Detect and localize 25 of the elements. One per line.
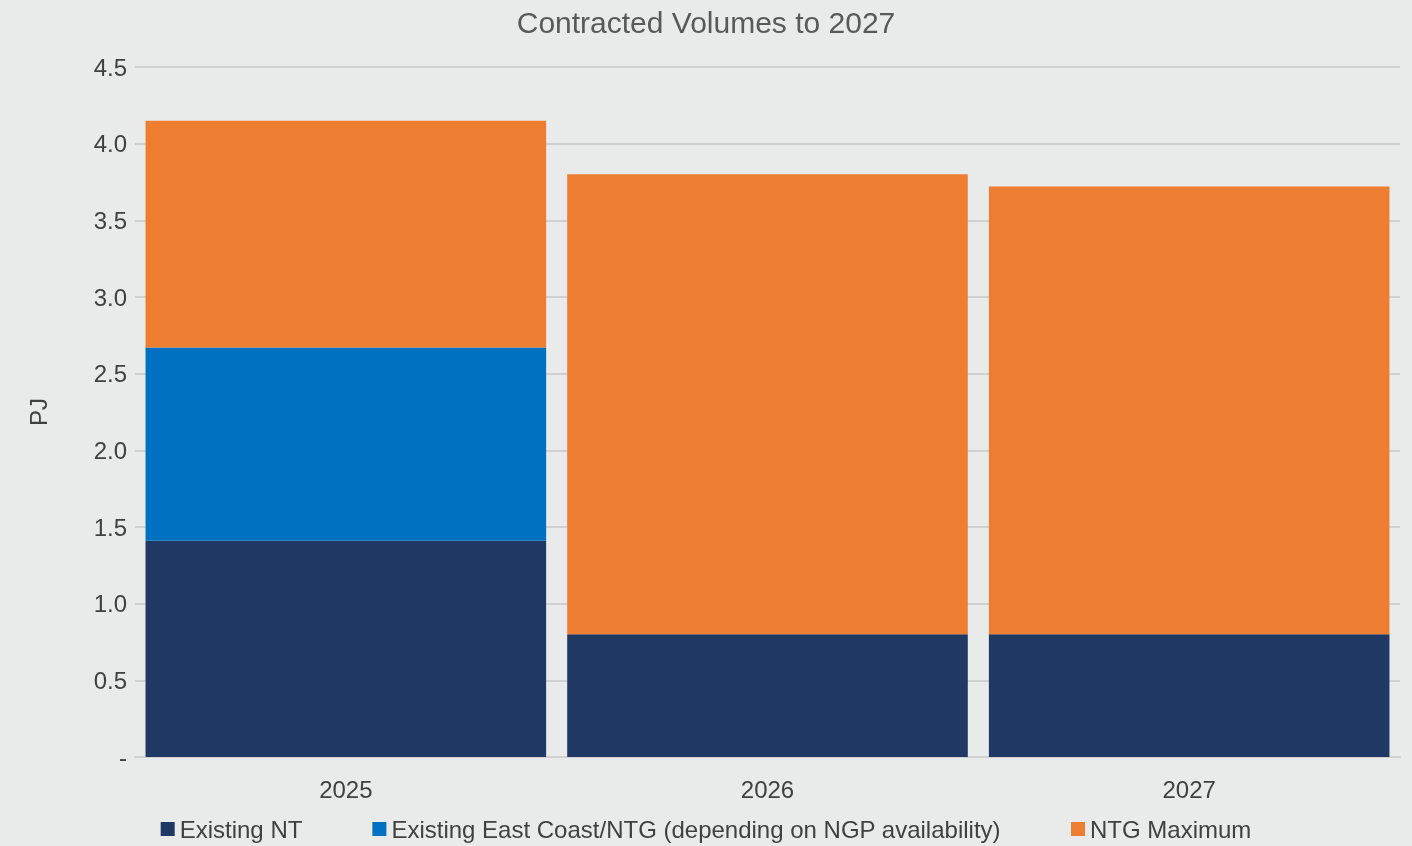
bar <box>145 120 547 348</box>
y-tick-label: 2.0 <box>93 436 127 464</box>
bar <box>567 174 968 635</box>
y-axis-title: PJ <box>24 397 52 427</box>
y-tick-label: 3.5 <box>93 206 127 234</box>
legend-label: Existing East Coast/NTG (depending on NGP availability) <box>391 815 1001 843</box>
legend-label: NTG Maximum <box>1089 815 1252 843</box>
y-tick-label: 4.5 <box>93 53 127 81</box>
y-tick-label: 0.5 <box>93 666 127 694</box>
x-tick-label: 2025 <box>319 775 373 803</box>
legend-label: Existing NT <box>179 815 303 843</box>
bar <box>988 634 1390 757</box>
y-tick-label: 1.5 <box>93 513 127 541</box>
y-tick-label: - <box>119 743 127 771</box>
y-tick-label: 2.5 <box>93 360 127 388</box>
chart-title: Contracted Volumes to 2027 <box>516 5 896 39</box>
bar <box>145 347 547 541</box>
y-tick-label: 3.0 <box>93 283 127 311</box>
x-tick-label: 2027 <box>1162 775 1216 803</box>
x-tick-label: 2026 <box>740 775 795 803</box>
y-tick-label: 4.0 <box>93 130 127 158</box>
y-tick-label: 1.0 <box>93 590 127 618</box>
bar <box>145 540 547 757</box>
bar <box>988 186 1390 635</box>
bar <box>567 634 968 757</box>
